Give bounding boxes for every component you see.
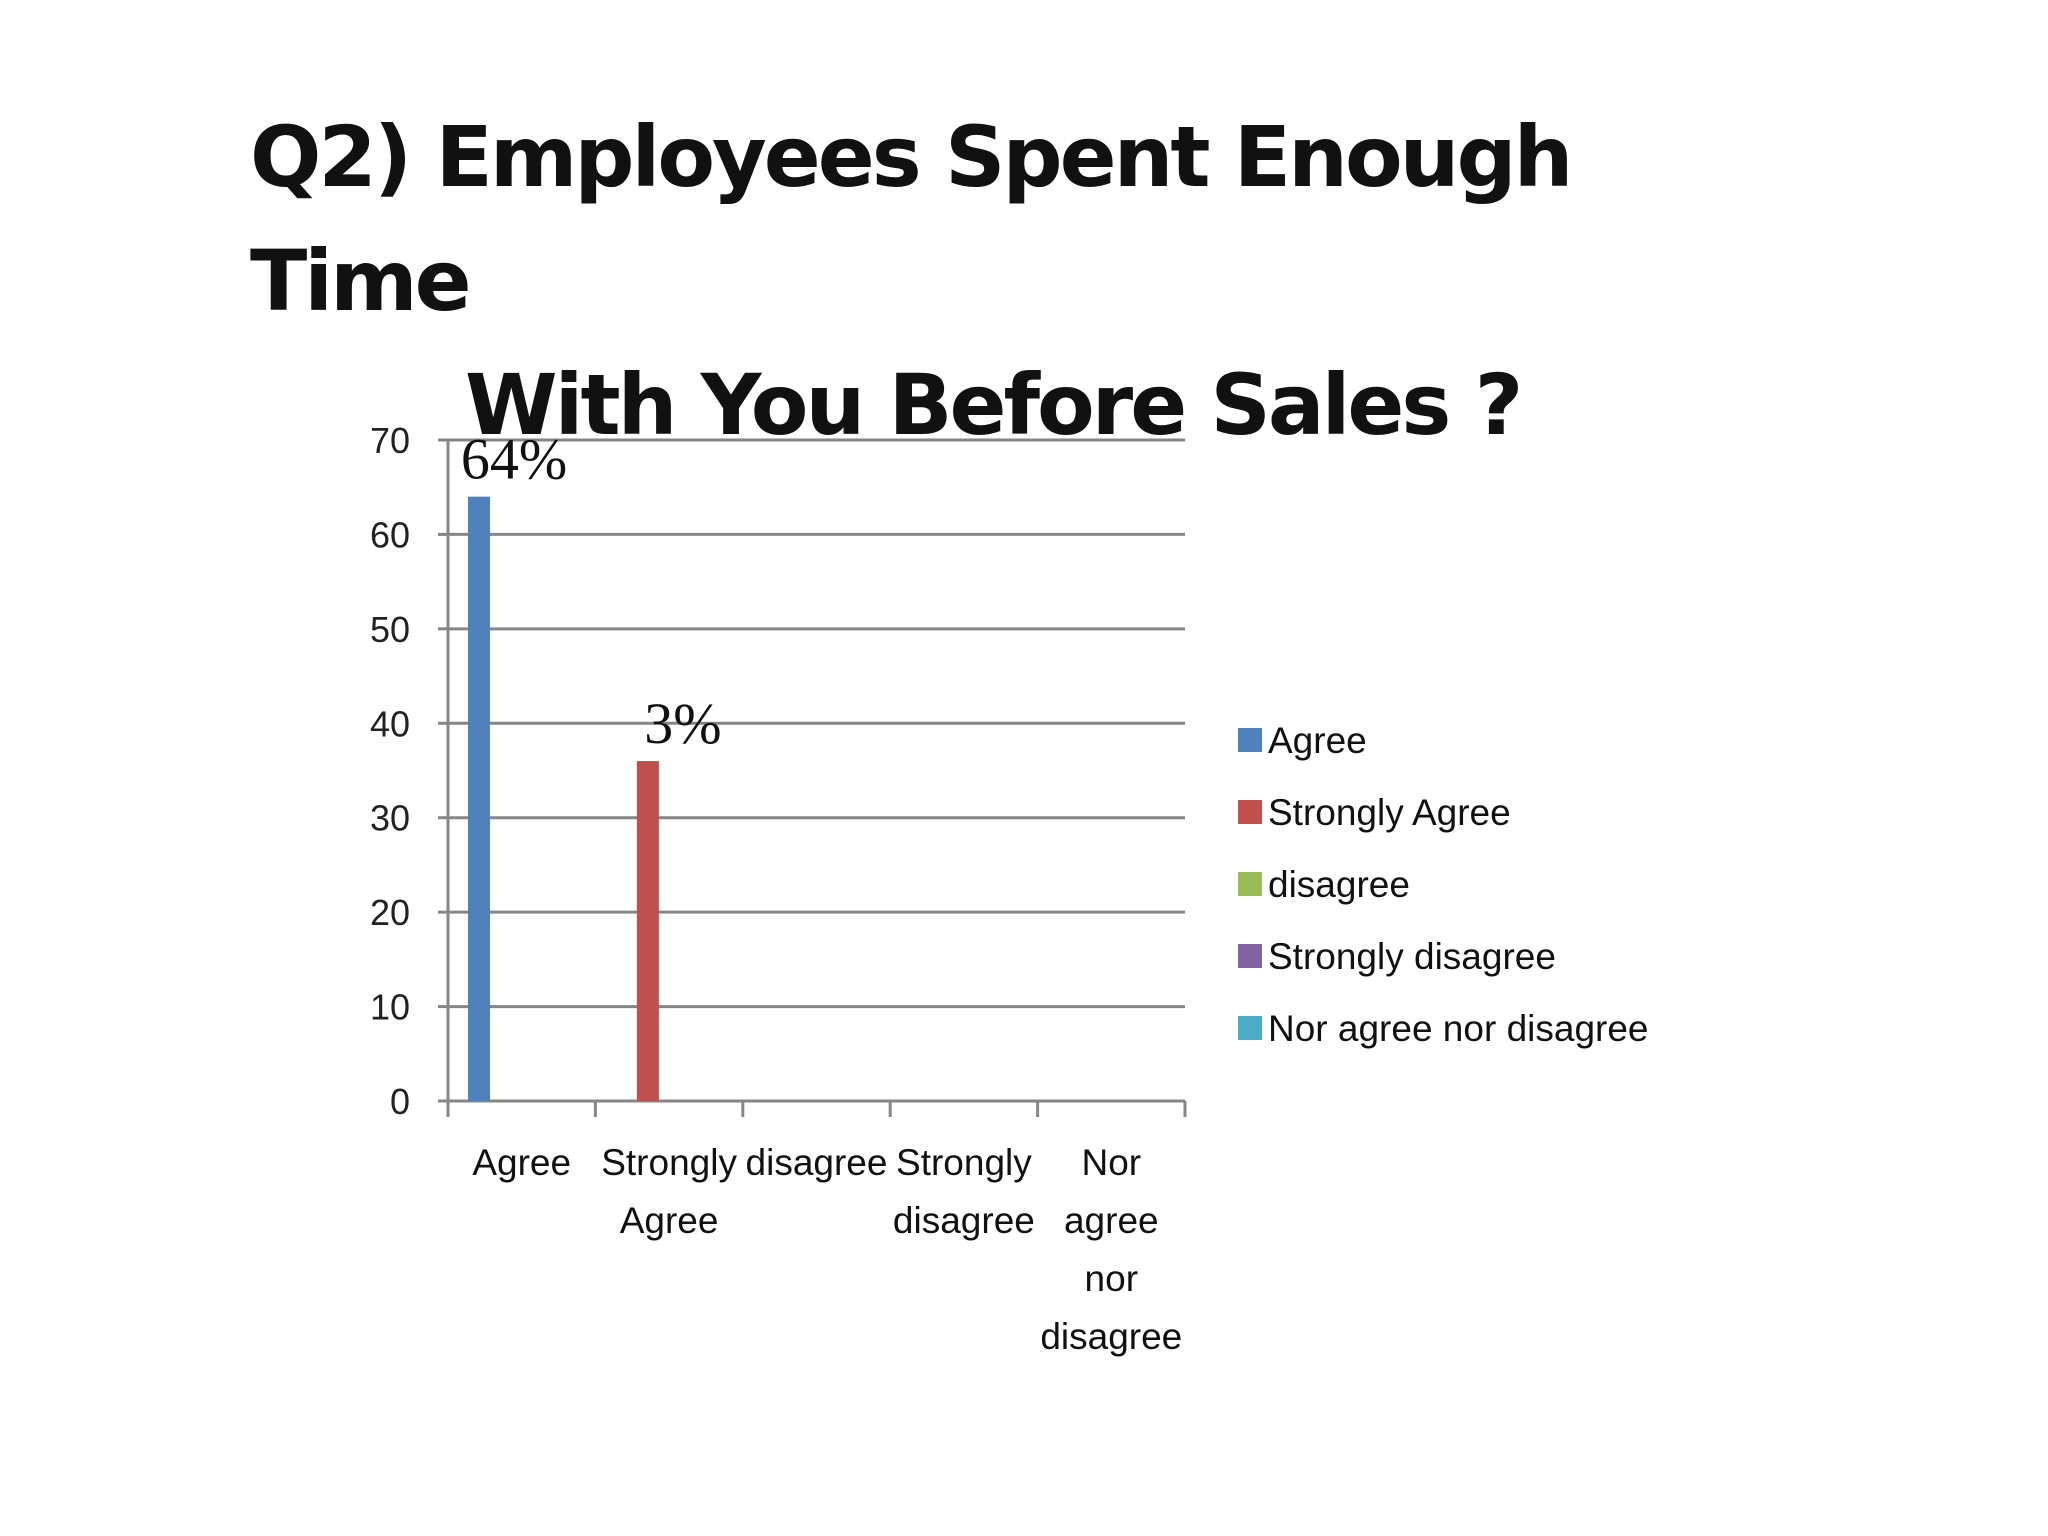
x-category-label: nor [1085,1258,1138,1299]
legend-label: Strongly disagree [1268,936,1556,977]
x-category-label: agree [1064,1200,1159,1241]
y-tick-label: 70 [370,420,410,461]
x-category-label: Strongly [896,1142,1032,1183]
legend-label: disagree [1268,864,1410,905]
legend-swatch [1238,800,1262,824]
data-label: 64% [461,427,567,492]
chart-title: Q2) Employees Spent Enough Time With You… [200,95,1600,467]
legend-swatch [1238,944,1262,968]
y-tick-label: 0 [390,1081,410,1122]
y-tick-label: 30 [370,798,410,839]
bar-agree [468,496,490,1102]
y-tick-label: 50 [370,609,410,650]
legend-swatch [1238,872,1262,896]
bar-strongly-agree [636,761,659,1101]
x-category-label: Agree [472,1142,571,1183]
y-tick-label: 60 [370,514,410,555]
legend-label: Agree [1268,720,1367,761]
y-tick-label: 40 [370,703,410,744]
chart-title-line-1: Q2) Employees Spent Enough Time [250,108,1573,330]
legend-swatch [1238,1016,1262,1040]
x-category-label: Agree [620,1200,719,1241]
x-category-label: Strongly [601,1142,737,1183]
legend-swatch [1238,728,1262,752]
chart-title-line-2: With You Before Sales ? [465,356,1523,454]
x-category-label: Nor [1081,1142,1141,1183]
y-tick-label: 10 [370,987,410,1028]
x-category-label: disagree [746,1142,888,1183]
data-label: 3% [644,691,721,756]
x-category-label: disagree [893,1200,1035,1241]
y-tick-label: 20 [370,892,410,933]
x-category-label: disagree [1040,1316,1182,1357]
legend-label: Nor agree nor disagree [1268,1008,1649,1049]
legend-label: Strongly Agree [1268,792,1511,833]
